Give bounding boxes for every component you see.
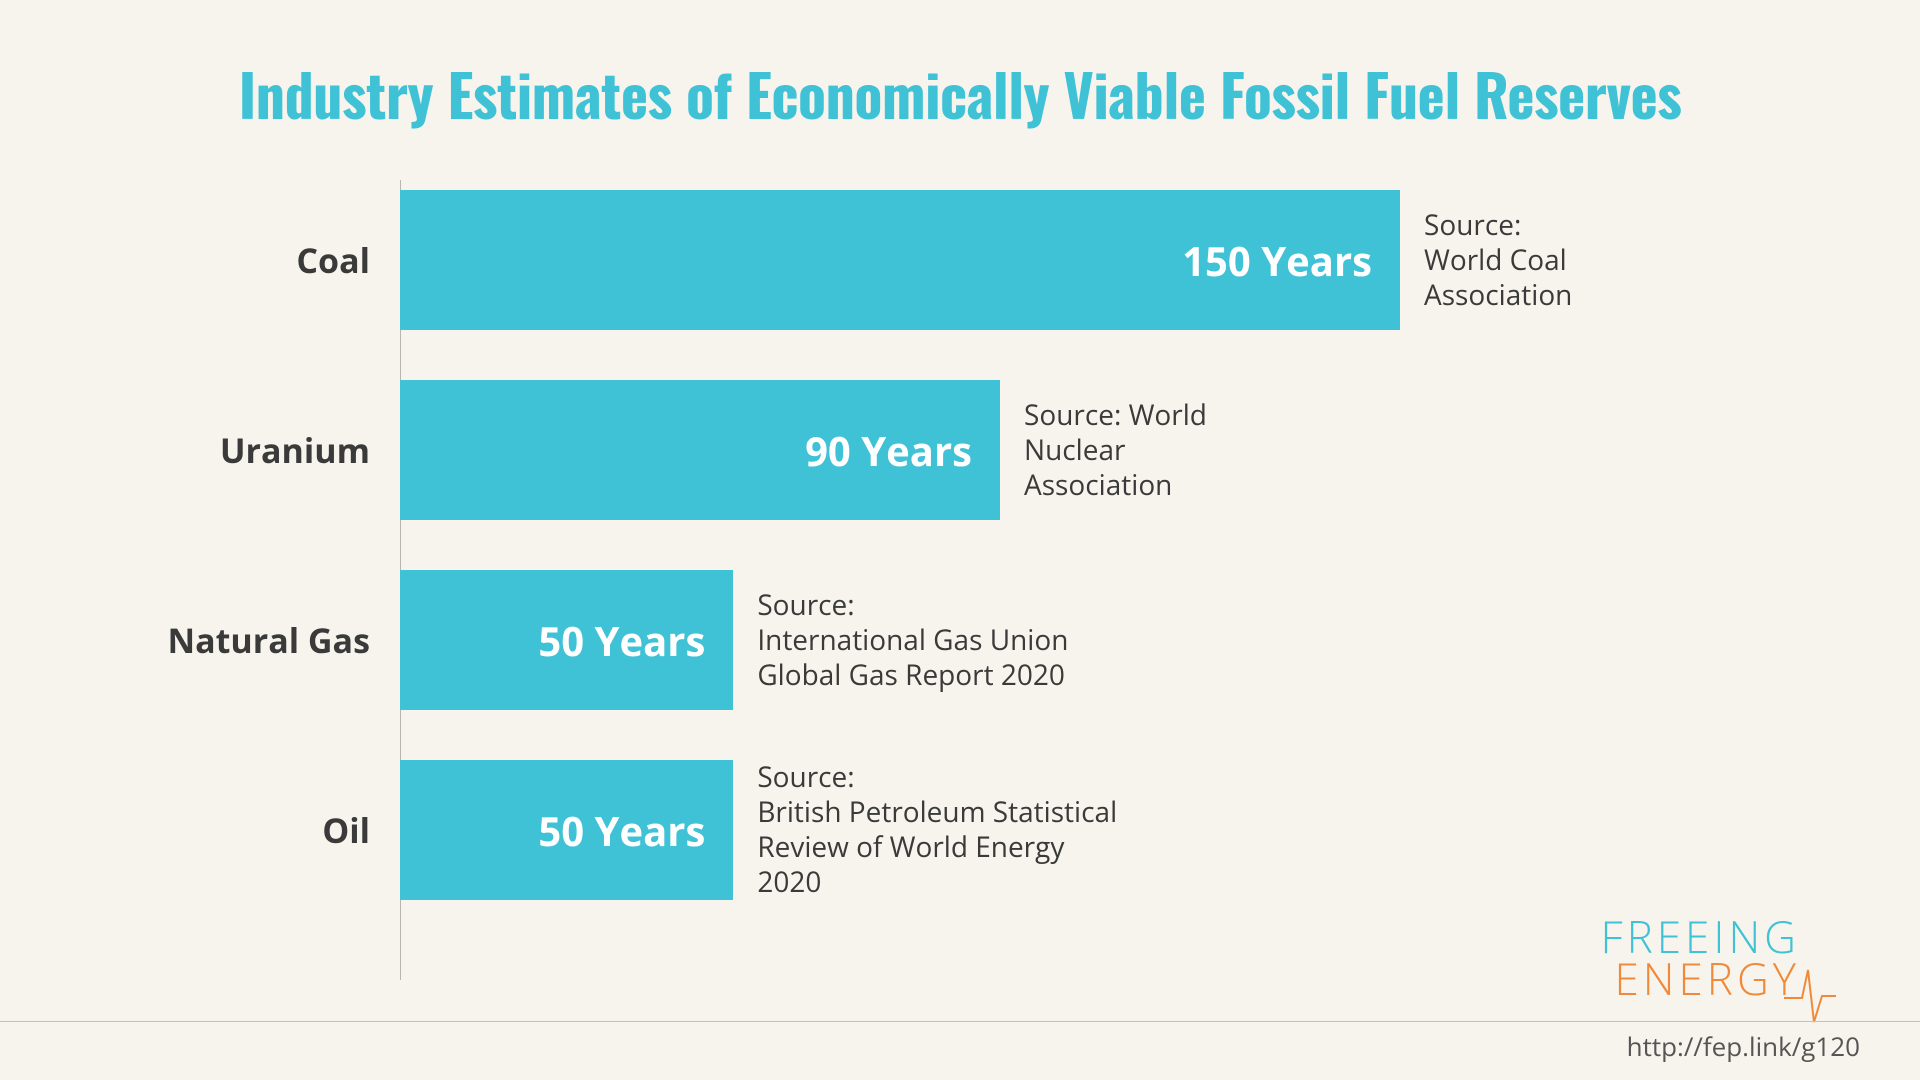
category-label: Coal: [140, 237, 400, 283]
category-label: Natural Gas: [140, 617, 400, 663]
bar-value-label: 90 Years: [805, 423, 972, 478]
bar-source: Source: WorldNuclearAssociation: [1000, 398, 1207, 503]
bar-source: Source:World CoalAssociation: [1400, 208, 1572, 313]
bar-chart: Coal150 YearsSource:World CoalAssociatio…: [400, 190, 1800, 950]
bar-value-label: 50 Years: [538, 803, 705, 858]
logo-line-2: ENERGY: [1601, 958, 1801, 1000]
bar-value-label: 50 Years: [538, 613, 705, 668]
footer-divider: [0, 1021, 1920, 1022]
bar-value-label: 150 Years: [1182, 233, 1372, 288]
chart-row: Uranium90 YearsSource: WorldNuclearAssoc…: [400, 380, 1800, 520]
chart-row: Oil50 YearsSource:British Petroleum Stat…: [400, 760, 1800, 900]
bar: 50 Years: [400, 570, 733, 710]
chart-row: Natural Gas50 YearsSource:International …: [400, 570, 1800, 710]
brand-logo: FREEING ENERGY: [1601, 916, 1801, 1000]
bar: 50 Years: [400, 760, 733, 900]
chart-title: Industry Estimates of Economically Viabl…: [0, 50, 1920, 136]
category-label: Uranium: [140, 427, 400, 473]
bar: 150 Years: [400, 190, 1400, 330]
bar: 90 Years: [400, 380, 1000, 520]
chart-row: Coal150 YearsSource:World CoalAssociatio…: [400, 190, 1800, 330]
bar-source: Source:British Petroleum StatisticalRevi…: [733, 760, 1133, 900]
category-label: Oil: [140, 807, 400, 853]
footer-url: http://fep.link/g120: [1627, 1028, 1860, 1064]
bar-source: Source:International Gas UnionGlobal Gas…: [733, 588, 1068, 693]
